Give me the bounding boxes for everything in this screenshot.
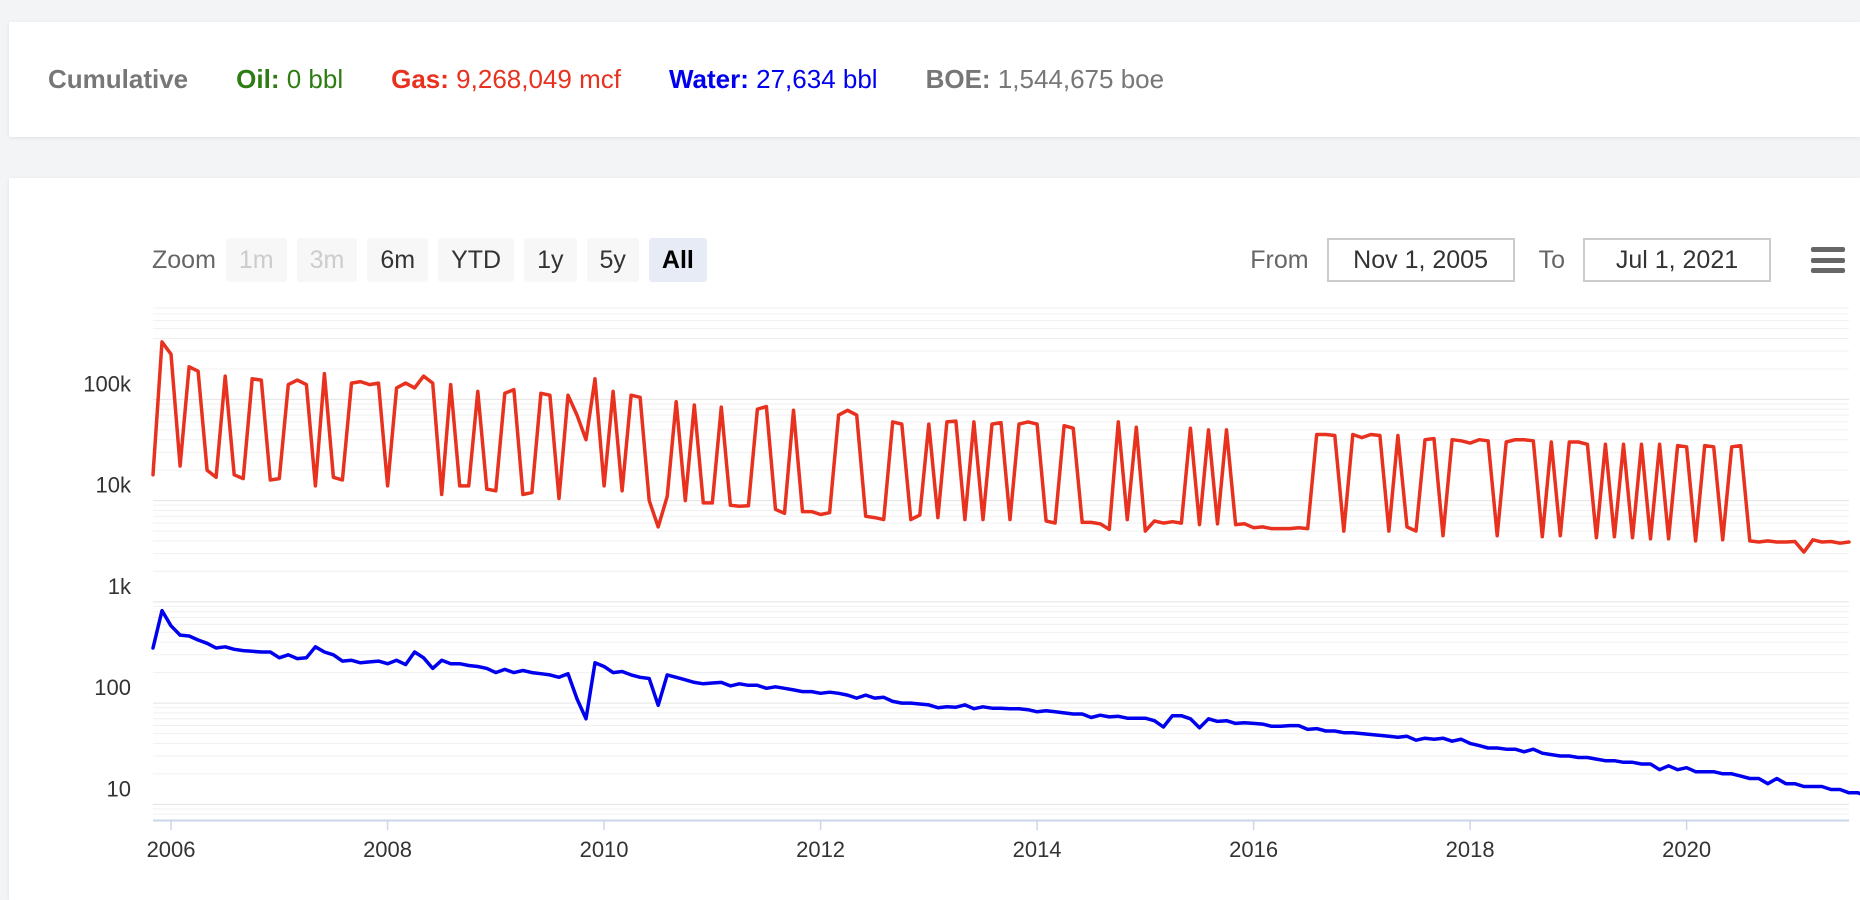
zoom-label: Zoom — [152, 245, 216, 274]
zoom-3m-button[interactable]: 3m — [296, 238, 358, 282]
water-series-line — [151, 608, 1860, 796]
zoom-6m-button[interactable]: 6m — [367, 238, 429, 282]
production-chart-card: Zoom 1m 3m 6m YTD 1y 5y All From To 1010… — [9, 178, 1860, 900]
to-date-input[interactable] — [1583, 238, 1771, 282]
water-value: 27,634 bbl — [756, 64, 878, 94]
from-label: From — [1250, 245, 1309, 274]
boe-stat: BOE: 1,544,675 boe — [926, 64, 1165, 95]
cumulative-label: Cumulative — [48, 64, 189, 94]
gas-series-line — [151, 340, 1851, 554]
boe-label: BOE: — [925, 64, 991, 94]
cumulative-summary: Cumulative Oil: 0 bbl Gas: 9,268,049 mcf… — [9, 22, 1860, 137]
x-tick-label: 2014 — [1013, 837, 1062, 862]
zoom-all-button[interactable]: All — [648, 238, 707, 282]
water-label: Water: — [668, 64, 749, 94]
y-tick-label: 100 — [94, 675, 131, 700]
from-date-input[interactable] — [1326, 238, 1515, 282]
gas-label: Gas: — [391, 64, 449, 94]
zoom-controls: Zoom 1m 3m 6m YTD 1y 5y All — [152, 238, 717, 282]
series-lines — [151, 340, 1860, 796]
zoom-ytd-button[interactable]: YTD — [438, 238, 515, 282]
y-tick-label: 10 — [107, 776, 131, 801]
zoom-5y-button[interactable]: 5y — [586, 238, 639, 282]
water-stat: Water: 27,634 bbl — [669, 64, 878, 95]
hamburger-menu-icon[interactable] — [1811, 247, 1845, 273]
x-tick-label: 2020 — [1662, 837, 1711, 862]
date-range-controls: From To — [1250, 238, 1860, 282]
oil-value: 0 bbl — [286, 64, 344, 94]
grid-lines — [153, 307, 1849, 821]
to-label: To — [1538, 245, 1565, 274]
production-chart: 10 100 1k 10k 100k 2006 2008 2010 2012 2014 2016 20… — [83, 307, 1860, 862]
x-tick-label: 2016 — [1229, 837, 1278, 862]
boe-value: 1,544,675 boe — [997, 64, 1165, 94]
gas-value: 9,268,049 mcf — [456, 64, 621, 94]
y-tick-label: 100k — [83, 371, 132, 396]
zoom-1m-button[interactable]: 1m — [225, 238, 287, 282]
oil-label: Oil: — [236, 64, 280, 94]
gas-stat: Gas: 9,268,049 mcf — [391, 64, 621, 95]
y-tick-label: 1k — [108, 574, 132, 599]
x-tick-label: 2012 — [796, 837, 845, 862]
oil-stat: Oil: 0 bbl — [236, 64, 343, 95]
zoom-1y-button[interactable]: 1y — [524, 238, 577, 282]
y-tick-label: 10k — [96, 473, 132, 498]
x-tick-label: 2008 — [363, 837, 412, 862]
x-tick-label: 2006 — [147, 837, 196, 862]
x-tick-label: 2010 — [580, 837, 629, 862]
axes: 10 100 1k 10k 100k 2006 2008 2010 2012 2014 2016 20… — [83, 371, 1849, 862]
x-tick-label: 2018 — [1446, 837, 1495, 862]
